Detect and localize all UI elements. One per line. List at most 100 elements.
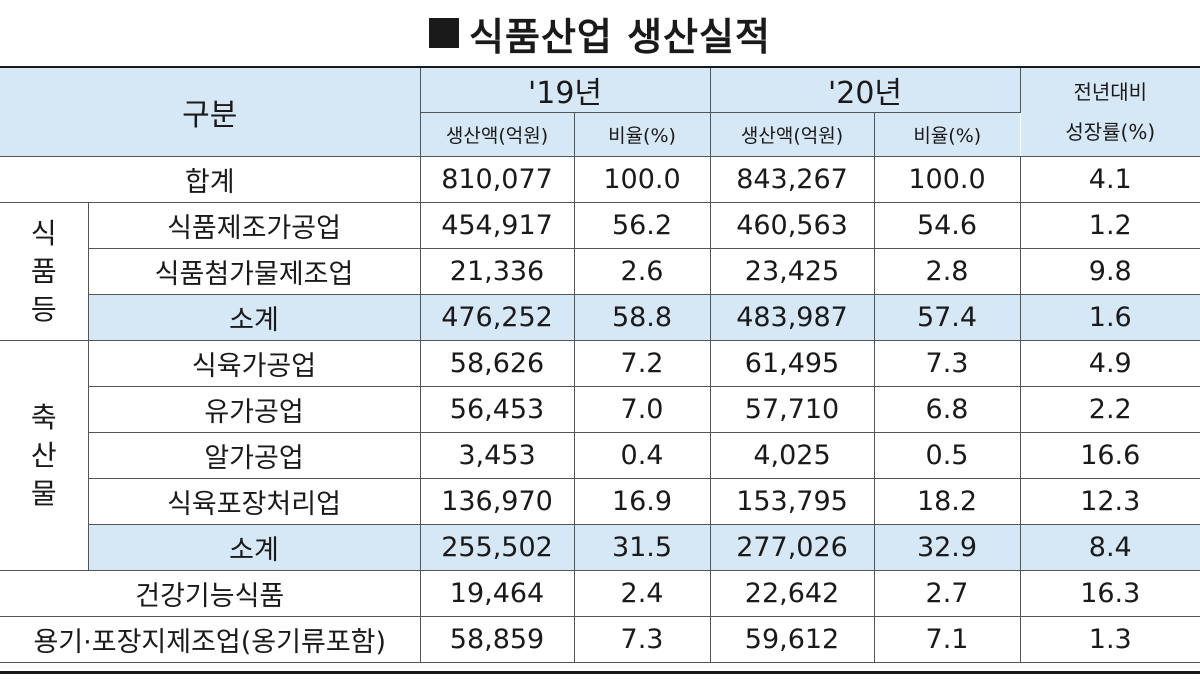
row-label: 소계	[88, 524, 421, 571]
row-label: 유가공업	[88, 386, 421, 433]
cell-production-2019: 476,252	[420, 294, 575, 341]
cell-production-2019: 58,859	[420, 616, 575, 663]
table-row-egg: 알가공업 3,453 0.4 4,025 0.5 16.6	[0, 432, 1200, 479]
table-row-meat-packaging: 식육포장처리업 136,970 16.9 153,795 18.2 12.3	[0, 478, 1200, 525]
cell-production-2020: 4,025	[710, 432, 875, 479]
cell-ratio-2019: 56.2	[574, 202, 711, 249]
cell-ratio-2020: 7.3	[874, 340, 1021, 387]
header-growth-line2: 성장률(%)	[1065, 120, 1156, 144]
cell-growth: 9.8	[1020, 248, 1200, 295]
cell-ratio-2019: 16.9	[574, 478, 711, 525]
cell-ratio-2019: 100.0	[574, 156, 711, 203]
table-row-food-subtotal: 소계 476,252 58.8 483,987 57.4 1.6	[0, 294, 1200, 341]
table-row-total: 합계 810,077 100.0 843,267 100.0 4.1	[0, 156, 1200, 203]
header-growth-line1: 전년대비	[1073, 80, 1148, 104]
cell-ratio-2019: 2.6	[574, 248, 711, 295]
cell-ratio-2020: 7.1	[874, 616, 1021, 663]
cell-production-2019: 255,502	[420, 524, 575, 571]
row-label: 식품첨가물제조업	[88, 248, 421, 295]
table-row-livestock-subtotal: 소계 255,502 31.5 277,026 32.9 8.4	[0, 524, 1200, 571]
table-row-health-food: 건강기능식품 19,464 2.4 22,642 2.7 16.3	[0, 570, 1200, 617]
table-row-milk: 유가공업 56,453 7.0 57,710 6.8 2.2	[0, 386, 1200, 433]
cell-production-2019: 3,453	[420, 432, 575, 479]
header-row-1: 구분 '19년 '20년 전년대비 성장률(%)	[0, 68, 1200, 157]
header-production-2019: 생산액(억원)	[420, 112, 575, 157]
group-label-livestock: 축 산 물	[0, 340, 89, 571]
cell-growth: 12.3	[1020, 478, 1200, 525]
header-growth: 전년대비 성장률(%)	[1020, 68, 1200, 157]
cell-ratio-2019: 2.4	[574, 570, 711, 617]
cell-ratio-2019: 7.2	[574, 340, 711, 387]
cell-production-2020: 57,710	[710, 386, 875, 433]
table-row-food-additive: 식품첨가물제조업 21,336 2.6 23,425 2.8 9.8	[0, 248, 1200, 295]
cell-growth: 1.2	[1020, 202, 1200, 249]
group-label-char: 품	[30, 254, 57, 288]
cell-production-2019: 21,336	[420, 248, 575, 295]
table-title: 식품산업 생산실적	[469, 14, 771, 59]
row-label: 식육가공업	[88, 340, 421, 387]
row-label: 소계	[88, 294, 421, 341]
cell-production-2020: 843,267	[710, 156, 875, 203]
cell-production-2020: 22,642	[710, 570, 875, 617]
cell-ratio-2020: 2.7	[874, 570, 1021, 617]
row-label: 용기·포장지제조업(옹기류포함)	[0, 616, 421, 663]
cell-production-2020: 483,987	[710, 294, 875, 341]
bottom-rule	[0, 671, 1200, 674]
cell-growth: 16.3	[1020, 570, 1200, 617]
row-label: 건강기능식품	[0, 570, 421, 617]
header-year-2020: '20년	[710, 68, 1021, 113]
cell-ratio-2020: 54.6	[874, 202, 1021, 249]
cell-ratio-2020: 100.0	[874, 156, 1021, 203]
group-label-char: 등	[30, 292, 57, 326]
cell-production-2019: 454,917	[420, 202, 575, 249]
header-row-2: 생산액(억원) 비율(%) 생산액(억원) 비율(%)	[0, 112, 1200, 157]
cell-production-2020: 277,026	[710, 524, 875, 571]
cell-production-2020: 153,795	[710, 478, 875, 525]
cell-ratio-2019: 7.0	[574, 386, 711, 433]
row-label: 합계	[0, 156, 421, 203]
cell-production-2019: 810,077	[420, 156, 575, 203]
cell-growth: 4.9	[1020, 340, 1200, 387]
cell-growth: 4.1	[1020, 156, 1200, 203]
cell-ratio-2019: 0.4	[574, 432, 711, 479]
row-label: 식품제조가공업	[88, 202, 421, 249]
cell-growth: 1.6	[1020, 294, 1200, 341]
cell-growth: 1.3	[1020, 616, 1200, 663]
header-category: 구분	[0, 68, 421, 157]
header-year-2019: '19년	[420, 68, 711, 113]
cell-production-2019: 136,970	[420, 478, 575, 525]
table-title-area: 식품산업 생산실적	[0, 0, 1200, 66]
group-label-char: 축	[30, 400, 57, 434]
cell-production-2020: 23,425	[710, 248, 875, 295]
square-bullet-icon	[429, 18, 460, 48]
group-label-char: 식	[30, 216, 57, 250]
table-row-food-processing: 식 품 등 식품제조가공업 454,917 56.2 460,563 54.6 …	[0, 202, 1200, 341]
cell-production-2019: 58,626	[420, 340, 575, 387]
header-ratio-2020: 비율(%)	[874, 112, 1021, 157]
cell-production-2019: 56,453	[420, 386, 575, 433]
cell-ratio-2019: 7.3	[574, 616, 711, 663]
group-label-char: 물	[30, 476, 57, 510]
cell-production-2020: 59,612	[710, 616, 875, 663]
cell-ratio-2020: 0.5	[874, 432, 1021, 479]
cell-ratio-2020: 57.4	[874, 294, 1021, 341]
cell-ratio-2020: 32.9	[874, 524, 1021, 571]
cell-production-2019: 19,464	[420, 570, 575, 617]
header-production-2020: 생산액(억원)	[710, 112, 875, 157]
row-label: 식육포장처리업	[88, 478, 421, 525]
group-label-food: 식 품 등	[0, 202, 89, 341]
table-row-meat: 축 산 물 식육가공업 58,626 7.2 61,495 7.3 4.9	[0, 340, 1200, 571]
cell-ratio-2020: 2.8	[874, 248, 1021, 295]
cell-ratio-2020: 18.2	[874, 478, 1021, 525]
cell-ratio-2020: 6.8	[874, 386, 1021, 433]
group-label-char: 산	[30, 438, 57, 472]
cell-growth: 2.2	[1020, 386, 1200, 433]
cell-production-2020: 460,563	[710, 202, 875, 249]
cell-ratio-2019: 31.5	[574, 524, 711, 571]
cell-production-2020: 61,495	[710, 340, 875, 387]
cell-ratio-2019: 58.8	[574, 294, 711, 341]
table-row-container: 용기·포장지제조업(옹기류포함) 58,859 7.3 59,612 7.1 1…	[0, 616, 1200, 663]
header-ratio-2019: 비율(%)	[574, 112, 711, 157]
row-label: 알가공업	[88, 432, 421, 479]
top-rule	[0, 66, 1200, 69]
